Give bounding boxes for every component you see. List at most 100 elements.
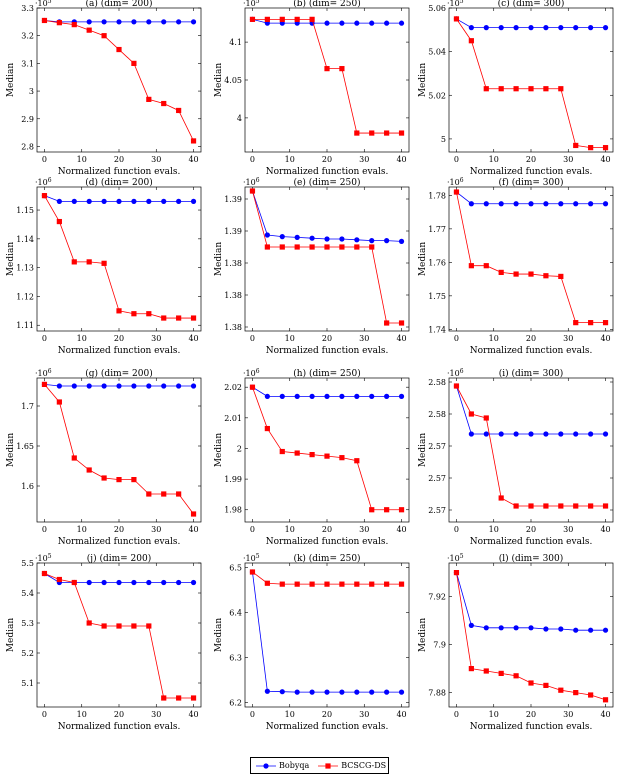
data-point-bcscg (41, 570, 48, 577)
data-point-bcscg (453, 383, 460, 389)
data-point-bcscg (543, 273, 549, 279)
y-tick-label: 1.77 (428, 225, 446, 234)
x-tick-label: 0 (42, 710, 47, 719)
data-point-bobyqa (264, 232, 270, 238)
axis-multiplier: ·106 (35, 177, 52, 187)
data-point-bcscg (528, 86, 534, 92)
data-point-bcscg (468, 38, 474, 44)
data-point-bobyqa (309, 393, 315, 399)
data-point-bcscg (101, 475, 107, 481)
data-point-bcscg (602, 697, 609, 703)
y-tick-label: 3.1 (21, 59, 34, 68)
data-point-bcscg (324, 66, 330, 72)
data-point-bcscg (249, 569, 256, 575)
x-tick-label: 40 (188, 334, 198, 343)
data-point-bcscg (339, 581, 345, 587)
series-line-bcscg (456, 18, 606, 149)
data-point-bcscg (513, 271, 519, 277)
x-tick-label: 10 (77, 525, 87, 534)
data-point-bcscg (116, 46, 122, 53)
y-tick-label: 2.58 (428, 378, 446, 387)
axis-multiplier: ·105 (243, 553, 260, 563)
y-tick-label: 4.05 (224, 76, 242, 85)
x-tick-label: 0 (454, 334, 459, 343)
data-point-bobyqa (513, 431, 519, 437)
data-point-bcscg (468, 411, 474, 417)
y-axis-label: Median (418, 433, 428, 468)
data-point-bobyqa (483, 625, 489, 631)
data-point-bcscg (190, 315, 197, 321)
data-point-bcscg (101, 260, 107, 266)
y-tick-label: 1.13 (16, 264, 34, 273)
data-point-bobyqa (498, 625, 504, 631)
chart-title: (c) (dim= 300) (498, 0, 565, 9)
data-point-bcscg (249, 384, 256, 390)
data-point-bcscg (483, 415, 489, 421)
data-point-bcscg (543, 682, 549, 688)
y-axis-label: Median (6, 63, 16, 98)
x-axis-label: Normalized function evals. (266, 346, 389, 356)
x-tick-label: 0 (250, 155, 255, 164)
x-tick-label: 10 (77, 155, 87, 164)
y-axis-label: Median (6, 433, 16, 468)
y-tick-label: 5.4 (21, 589, 34, 598)
y-tick-label: 2.9 (21, 115, 34, 124)
x-tick-label: 0 (42, 525, 47, 534)
y-tick-label: 1.14 (16, 235, 34, 244)
data-point-bcscg (101, 623, 107, 629)
axis-multiplier: ·106 (447, 368, 464, 378)
y-axis-label: Median (214, 63, 224, 98)
data-point-bcscg (279, 244, 285, 250)
x-axis-label: Normalized function evals. (58, 346, 181, 356)
series-line-bobyqa (252, 190, 402, 242)
y-tick-label: 2.01 (224, 414, 242, 423)
data-point-bobyqa (513, 625, 519, 631)
y-tick-label: 5 (441, 135, 446, 144)
y-tick-label: 2.8 (21, 142, 34, 151)
x-tick-label: 20 (114, 155, 124, 164)
data-point-bobyqa (483, 25, 489, 31)
chart-title: (d) (dim= 200) (85, 177, 152, 188)
y-tick-label: 1.74 (428, 325, 446, 334)
data-point-bcscg (294, 244, 300, 250)
data-point-bcscg (309, 451, 315, 458)
data-point-bobyqa (354, 20, 360, 26)
data-point-bcscg (41, 17, 48, 24)
x-tick-label: 0 (250, 334, 255, 343)
data-point-bcscg (543, 86, 549, 92)
x-tick-label: 30 (359, 710, 369, 719)
data-point-bcscg (146, 623, 152, 629)
x-tick-label: 40 (396, 525, 406, 534)
data-point-bobyqa (190, 198, 197, 204)
data-point-bobyqa (324, 393, 330, 399)
chart-panel-2: (c) (dim= 300) ·105 0 10 20 30 40 5 5.02 5.04 5.06… (418, 0, 614, 177)
data-point-bcscg (369, 244, 375, 250)
x-axis-label: Normalized function evals. (58, 537, 181, 547)
data-point-bcscg (513, 503, 519, 509)
y-tick-label: 1.15 (16, 206, 34, 215)
data-point-bobyqa (513, 201, 519, 207)
y-tick-label: 1.98 (224, 506, 242, 515)
data-point-bobyqa (161, 19, 167, 25)
x-tick-label: 20 (114, 334, 124, 343)
axis-multiplier: ·105 (447, 553, 464, 563)
series-line-bcscg (44, 384, 194, 515)
data-point-bobyqa (176, 198, 182, 204)
x-tick-label: 0 (454, 710, 459, 719)
data-point-bcscg (116, 623, 122, 629)
data-point-bobyqa (398, 689, 405, 695)
legend: Bobyqa BCSCG-DS (250, 757, 389, 774)
data-point-bobyqa (86, 198, 92, 204)
x-tick-label: 10 (285, 525, 295, 534)
chart-title: (g) (dim= 200) (85, 368, 152, 379)
x-tick-label: 10 (285, 155, 295, 164)
data-point-bcscg (56, 399, 62, 405)
x-tick-label: 40 (188, 155, 198, 164)
x-tick-label: 40 (600, 155, 610, 164)
data-point-bobyqa (573, 627, 579, 633)
x-tick-label: 0 (42, 155, 47, 164)
data-point-bobyqa (190, 579, 197, 586)
x-tick-label: 30 (563, 525, 573, 534)
y-tick-label: 5.06 (428, 4, 446, 13)
x-tick-label: 10 (77, 334, 87, 343)
